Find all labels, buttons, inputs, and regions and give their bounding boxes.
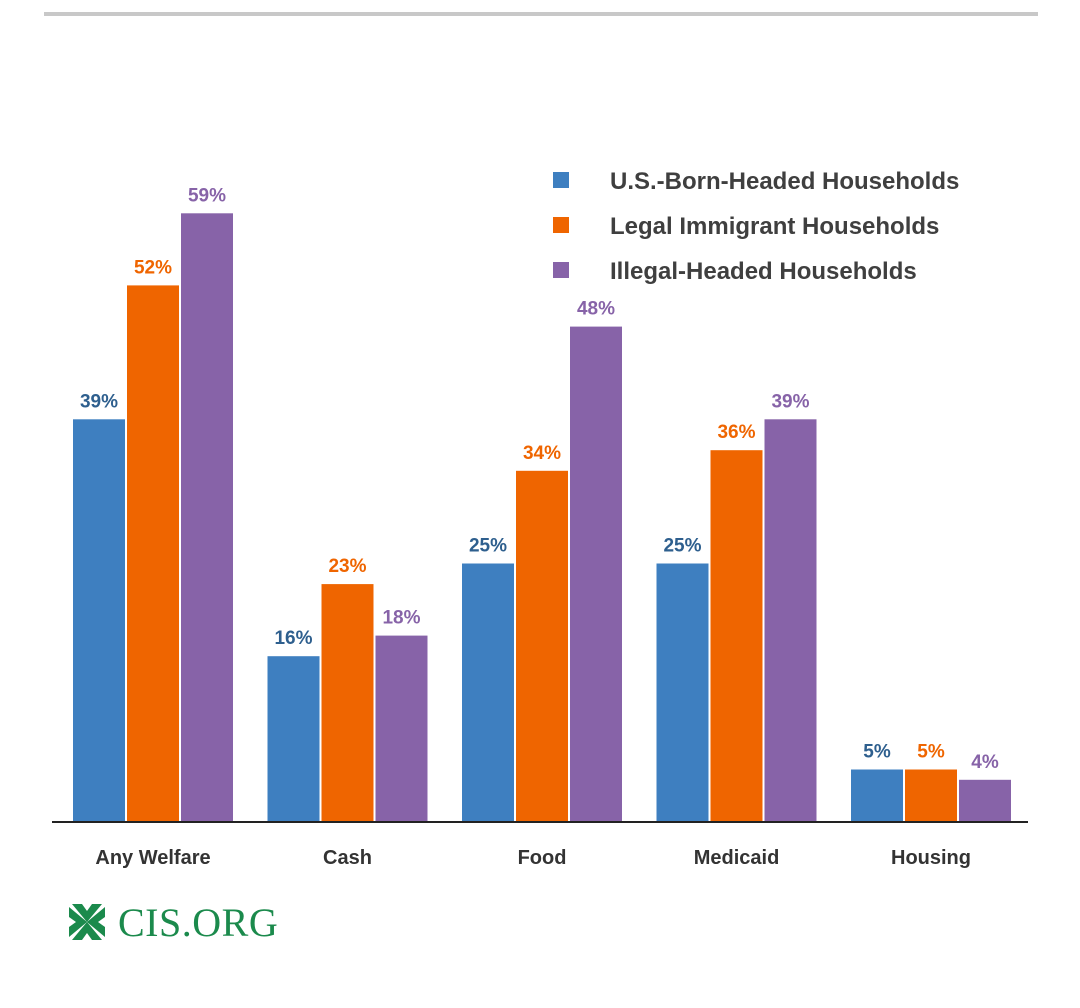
legend-label-2: Legal Immigrant Households [610, 213, 939, 240]
category-label-cash: Cash [323, 847, 372, 869]
data-label-medicaid-series-1: 25% [663, 536, 701, 557]
bars-group [73, 213, 1011, 822]
category-label-housing: Housing [891, 847, 971, 869]
category-labels-group: Any Welfare Cash Food Medicaid Housing [95, 847, 971, 869]
bar-any-welfare-series-3 [181, 213, 233, 822]
data-label-cash-series-1: 16% [274, 628, 312, 649]
data-label-housing-series-2: 5% [917, 742, 945, 763]
category-label-food: Food [518, 847, 567, 869]
bar-food-series-3 [570, 326, 622, 821]
bar-food-series-1 [462, 563, 514, 821]
legend-swatch-1 [553, 172, 569, 188]
data-label-cash-series-3: 18% [382, 608, 420, 629]
legend: U.S.-Born-Headed Households Legal Immigra… [553, 168, 959, 285]
bar-cash-series-3 [375, 635, 428, 821]
data-label-medicaid-series-3: 39% [771, 391, 809, 412]
data-label-housing-series-3: 4% [971, 752, 999, 773]
data-label-food-series-1: 25% [469, 536, 507, 557]
bar-housing-series-3 [959, 779, 1011, 821]
bar-housing-series-1 [851, 769, 903, 821]
bar-labels-group: 39% 52% 59% 16% 23% 18% 25% 34% 48% 25% 36% 39% 5% 5%… [80, 185, 999, 773]
bar-medicaid-series-3 [764, 419, 817, 821]
category-label-any-welfare: Any Welfare [95, 847, 210, 869]
bar-medicaid-series-2 [710, 450, 763, 821]
top-divider [44, 12, 1038, 16]
bar-housing-series-2 [905, 769, 957, 821]
bar-food-series-2 [516, 470, 568, 821]
data-label-food-series-2: 34% [523, 443, 561, 464]
cis-logo: CIS.ORG [66, 898, 278, 946]
bar-any-welfare-series-1 [73, 419, 125, 821]
data-label-any-welfare-series-2: 52% [134, 257, 172, 278]
bar-medicaid-series-1 [656, 563, 709, 821]
data-label-medicaid-series-2: 36% [717, 422, 755, 443]
legend-swatch-2 [553, 217, 569, 233]
data-label-food-series-3: 48% [577, 299, 615, 320]
legend-label-1: U.S.-Born-Headed Households [610, 168, 959, 195]
data-label-any-welfare-series-3: 59% [188, 185, 226, 206]
logo-text: CIS.ORG [118, 899, 279, 945]
data-label-cash-series-2: 23% [328, 556, 366, 577]
category-label-medicaid: Medicaid [694, 847, 780, 869]
bar-any-welfare-series-2 [127, 285, 179, 821]
legend-label-3: Illegal-Headed Households [610, 258, 917, 285]
bar-cash-series-2 [321, 584, 374, 821]
cis-logo-icon [69, 904, 105, 940]
legend-swatch-3 [553, 262, 569, 278]
bar-cash-series-1 [267, 656, 320, 821]
data-label-housing-series-1: 5% [863, 742, 891, 763]
data-label-any-welfare-series-1: 39% [80, 391, 118, 412]
